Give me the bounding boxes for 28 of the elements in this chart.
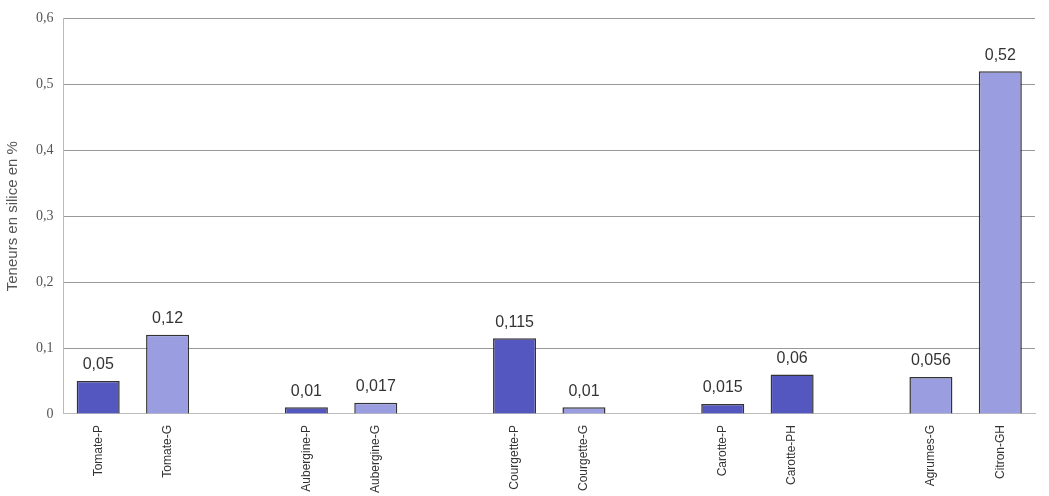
y-tick-label: 0,4 <box>36 141 54 157</box>
data-label: 0,52 <box>984 45 1016 63</box>
data-label: 0,01 <box>290 381 323 399</box>
y-tick-label: 0,3 <box>36 207 54 223</box>
data-label: 0,01 <box>568 381 600 399</box>
data-label: 0,12 <box>152 309 184 327</box>
x-tick-label: Citron-GH <box>992 424 1007 479</box>
y-axis-title: Teneurs en silice en % <box>3 141 21 292</box>
data-label: 0,05 <box>82 355 114 373</box>
data-label: 0,015 <box>702 378 743 396</box>
x-tick-label: Tomate-P <box>90 424 105 477</box>
x-tick-label: Agrumes-G <box>923 424 938 487</box>
x-tick-label: Carotte-P <box>715 424 730 477</box>
y-tick-label: 0,2 <box>36 273 54 289</box>
x-tick-label: Courgette-P <box>506 424 521 490</box>
data-label: 0,115 <box>495 312 535 330</box>
y-tick-label: 0 <box>46 405 54 421</box>
x-tick-label: Courgette-G <box>576 424 591 491</box>
data-label: 0,06 <box>776 348 808 366</box>
x-tick-label: Carotte-PH <box>784 424 799 485</box>
data-label: 0,017 <box>355 377 396 395</box>
x-tick-label: Aubergine-G <box>368 424 383 494</box>
data-label: 0,056 <box>910 351 952 369</box>
y-tick-label: 0,6 <box>36 10 54 26</box>
x-tick-label: Tomate-G <box>159 424 174 478</box>
y-tick-label: 0,5 <box>36 76 54 91</box>
x-tick-label: Aubergine-P <box>298 424 313 492</box>
y-tick-label: 0,1 <box>36 339 54 355</box>
